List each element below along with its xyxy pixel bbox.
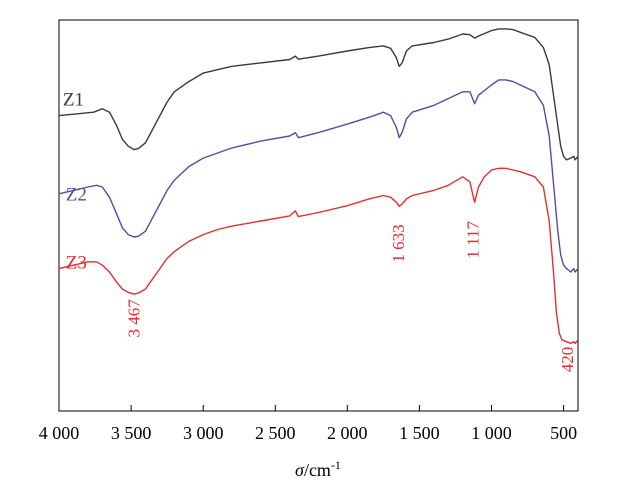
series-line-z3 [58,167,579,345]
series-line-z2 [58,79,579,273]
x-tick-label-1: 3 500 [111,423,152,443]
annotation-layer: 3 467 1 633 1 117 420 [125,221,577,373]
series-label-z2: Z2 [66,185,87,206]
x-tick-label-3: 2 500 [255,423,296,443]
x-tick-label-4: 2 000 [327,423,368,443]
x-tick-label-0: 4 000 [39,423,80,443]
x-tick-label-5: 1 500 [399,423,440,443]
peak-annotation-0: 3 467 [125,299,144,338]
x-tick-label-7: 500 [550,423,577,443]
x-tick-label-6: 1 000 [471,423,512,443]
x-axis-label-sup: -1 [331,458,341,472]
plot-frame [58,19,579,412]
x-axis-label-symbol: σ [295,460,305,480]
series-label-layer: Z1 Z2 Z3 [63,89,87,273]
series-line-z1 [58,28,579,161]
peak-annotation-3: 420 [558,347,577,373]
x-tick-label-2: 3 000 [183,423,224,443]
series-label-z3: Z3 [66,253,87,274]
peak-annotation-2: 1 117 [464,221,483,259]
x-axis-label: σ/cm-1 [295,458,341,480]
x-axis: 4 000 3 500 3 000 2 500 2 000 1 500 1 000 500 [39,405,577,443]
series-layer [58,28,579,345]
x-axis-label-unit: /cm [304,460,331,480]
peak-annotation-1: 1 633 [389,224,408,262]
series-label-z1: Z1 [63,89,84,110]
